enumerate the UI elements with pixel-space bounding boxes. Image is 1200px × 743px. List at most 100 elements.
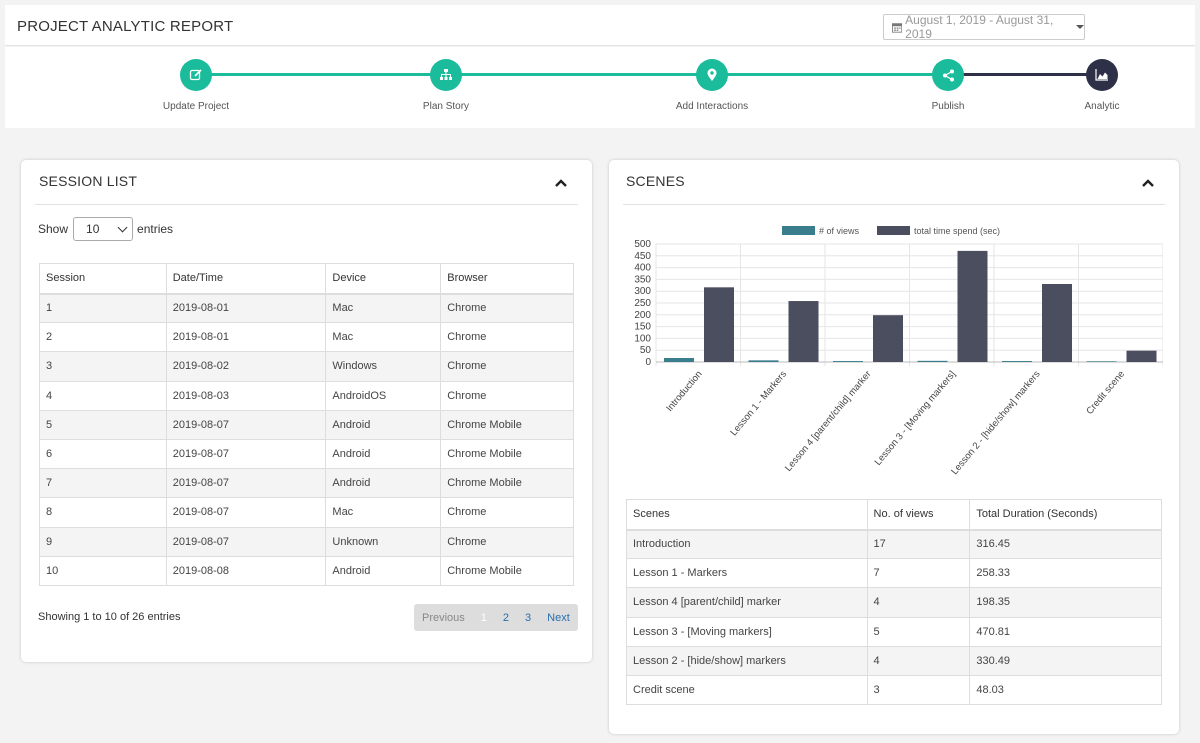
- device-cell: Unknown: [325, 526, 442, 557]
- views-cell: 4: [866, 587, 971, 618]
- share-icon[interactable]: [932, 59, 964, 91]
- table-row: Lesson 1 - Markers 7 258.33: [626, 558, 1162, 589]
- column-header-datetime[interactable]: Date/Time: [165, 263, 327, 295]
- views-cell: 4: [866, 645, 971, 676]
- next-button[interactable]: Next: [547, 611, 570, 624]
- pagination: Previous 1 2 3 Next: [414, 604, 578, 631]
- datetime-cell: 2019-08-03: [165, 380, 327, 411]
- column-header-scenes[interactable]: Scenes: [626, 499, 868, 531]
- datetime-cell: 2019-08-01: [165, 322, 327, 353]
- page-2-button[interactable]: 2: [502, 611, 510, 624]
- scenes-card: SCENES # of views total time spend (sec) 0…: [609, 160, 1179, 734]
- y-tick-label: 300: [634, 286, 651, 297]
- browser-cell: Chrome Mobile: [440, 468, 574, 499]
- bar: [1002, 361, 1032, 362]
- steps-remaining-line: [948, 73, 1102, 76]
- bar: [833, 361, 863, 362]
- edit-icon[interactable]: [180, 59, 212, 91]
- x-tick-label: Lesson 1 - Markers: [728, 369, 789, 439]
- area-chart-icon[interactable]: [1086, 59, 1118, 91]
- duration-cell: 258.33: [969, 558, 1162, 589]
- scene-name-cell: Lesson 3 - [Moving markers]: [626, 616, 868, 647]
- device-cell: Mac: [325, 322, 442, 353]
- previous-button[interactable]: Previous: [422, 611, 465, 624]
- session-id-cell: 3: [39, 351, 167, 382]
- entries-select[interactable]: 10: [73, 217, 134, 241]
- datetime-cell: 2019-08-07: [165, 526, 327, 557]
- y-tick-label: 0: [645, 357, 651, 368]
- y-tick-label: 200: [634, 310, 651, 321]
- step-publish[interactable]: Publish: [888, 59, 1008, 112]
- device-cell: Android: [325, 555, 442, 586]
- sitemap-icon[interactable]: [430, 59, 462, 91]
- page-1-button[interactable]: 1: [480, 611, 487, 624]
- views-cell: 5: [866, 616, 971, 647]
- step-analytic[interactable]: Analytic: [1042, 59, 1162, 112]
- scenes-bar-chart: # of views total time spend (sec) 05010015…: [634, 226, 1163, 477]
- table-row: 5 2019-08-07 Android Chrome Mobile: [39, 409, 574, 440]
- session-id-cell: 1: [39, 292, 167, 324]
- entries-label: entries: [137, 222, 174, 236]
- datetime-cell: 2019-08-01: [165, 292, 327, 324]
- step-label: Publish: [931, 101, 965, 112]
- scene-name-cell: Lesson 1 - Markers: [626, 558, 868, 589]
- column-header-duration[interactable]: Total Duration (Seconds): [969, 499, 1162, 531]
- duration-cell: 470.81: [969, 616, 1162, 647]
- step-add-interactions[interactable]: Add Interactions: [652, 59, 772, 112]
- step-label: Update Project: [162, 101, 230, 112]
- datetime-cell: 2019-08-07: [165, 468, 327, 499]
- table-header-row: Scenes No. of views Total Duration (Seco…: [626, 499, 1162, 531]
- column-header-device[interactable]: Device: [325, 263, 442, 295]
- device-cell: AndroidOS: [325, 380, 442, 411]
- page-header: PROJECT ANALYTIC REPORT August 1, 2019 -…: [5, 5, 1195, 46]
- device-cell: Mac: [325, 497, 442, 528]
- bar: [1042, 284, 1072, 362]
- table-row: 6 2019-08-07 Android Chrome Mobile: [39, 438, 574, 470]
- caret-down-icon: [1076, 25, 1084, 29]
- table-row: 4 2019-08-03 AndroidOS Chrome: [39, 380, 574, 411]
- y-tick-label: 50: [640, 345, 652, 356]
- chevron-up-icon[interactable]: [554, 178, 568, 188]
- browser-cell: Chrome Mobile: [440, 409, 574, 440]
- page-3-button[interactable]: 3: [525, 611, 532, 624]
- datetime-cell: 2019-08-07: [165, 438, 327, 470]
- bar: [917, 360, 948, 362]
- table-row: Lesson 3 - [Moving markers] 5 470.81: [626, 616, 1162, 647]
- y-tick-label: 250: [634, 298, 651, 309]
- scene-name-cell: Credit scene: [626, 674, 868, 706]
- step-label: Analytic: [1084, 101, 1120, 112]
- x-tick-label: Credit scene: [1084, 369, 1127, 417]
- column-header-browser[interactable]: Browser: [440, 263, 574, 295]
- bar: [1126, 350, 1157, 362]
- device-cell: Mac: [325, 292, 442, 324]
- y-tick-label: 100: [634, 333, 651, 344]
- x-tick-label: Lesson 3 - [Moving markers]: [873, 369, 958, 468]
- datetime-cell: 2019-08-08: [165, 555, 327, 586]
- scene-name-cell: Introduction: [626, 528, 868, 560]
- duration-cell: 48.03: [969, 674, 1162, 706]
- scenes-table: Scenes No. of views Total Duration (Seco…: [626, 499, 1162, 706]
- bar: [664, 357, 694, 362]
- step-update-project[interactable]: Update Project: [136, 59, 256, 112]
- scene-name-cell: Lesson 4 [parent/child] marker: [626, 587, 868, 618]
- step-label: Add Interactions: [675, 101, 749, 112]
- x-tick-label: Lesson 4 [parent/child] marker: [783, 369, 874, 474]
- map-marker-icon[interactable]: [696, 59, 728, 91]
- chevron-up-icon[interactable]: [1141, 178, 1155, 188]
- session-table: Session Date/Time Device Browser 1 2019-0…: [39, 263, 574, 586]
- y-tick-label: 350: [634, 274, 651, 285]
- column-header-session[interactable]: Session: [39, 263, 167, 295]
- date-range-value: August 1, 2019 - August 31, 2019: [905, 13, 1054, 41]
- table-row: Lesson 2 - [hide/show] markers 4 330.49: [626, 645, 1162, 676]
- datetime-cell: 2019-08-02: [165, 351, 327, 382]
- entries-select-value: 10: [86, 222, 100, 236]
- step-plan-story[interactable]: Plan Story: [386, 59, 506, 112]
- date-range-picker[interactable]: August 1, 2019 - August 31, 2019: [883, 13, 1085, 41]
- datetime-cell: 2019-08-07: [165, 409, 327, 440]
- column-header-views[interactable]: No. of views: [866, 499, 971, 531]
- card-title: SESSION LIST: [39, 173, 138, 189]
- workflow-steps: Update Project Plan Story Add Interactio…: [5, 47, 1195, 128]
- card-title: SCENES: [626, 173, 685, 189]
- bar: [957, 250, 988, 362]
- session-id-cell: 10: [39, 555, 167, 586]
